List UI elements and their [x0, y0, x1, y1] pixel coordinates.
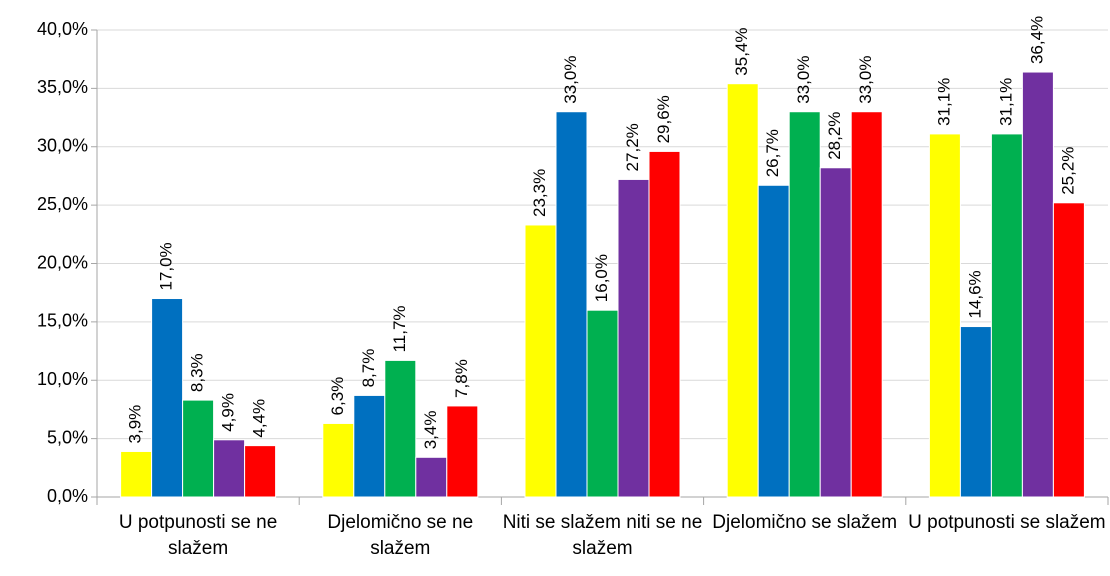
data-label: 7,8%: [452, 359, 471, 398]
bar: [384, 359, 417, 498]
data-label: 11,7%: [390, 305, 409, 352]
bar: [788, 111, 821, 498]
bar: [819, 167, 852, 498]
x-tick-label: Niti se slažem niti se ne slažem: [502, 512, 703, 559]
data-label: 8,7%: [359, 349, 378, 388]
data-label: 17,0%: [157, 242, 176, 290]
bar: [524, 224, 557, 498]
bar: [120, 450, 153, 498]
bar: [415, 456, 448, 498]
x-tick-label: Djelomično se ne slažem: [327, 512, 474, 559]
data-label: 4,4%: [250, 399, 269, 438]
data-label: 25,2%: [1058, 147, 1077, 195]
data-label: 27,2%: [623, 123, 642, 171]
bar: [182, 399, 215, 498]
bar: [555, 111, 588, 498]
y-tick-label: 20,0%: [37, 252, 88, 272]
data-label: 3,9%: [126, 405, 145, 444]
data-label: 35,4%: [732, 28, 751, 76]
data-label: 23,3%: [530, 169, 549, 217]
bar: [213, 439, 246, 498]
data-label: 4,9%: [219, 393, 238, 432]
data-label: 33,0%: [856, 56, 875, 104]
y-tick-label: 40,0%: [37, 19, 88, 39]
bar: [1021, 71, 1054, 498]
bar: [757, 184, 790, 498]
bar: [990, 133, 1023, 498]
data-label: 31,1%: [996, 78, 1015, 126]
data-label: 16,0%: [592, 254, 611, 302]
bar: [353, 394, 386, 498]
y-tick-label: 30,0%: [37, 136, 88, 156]
bar: [850, 111, 883, 498]
bar: [322, 422, 355, 498]
data-label: 26,7%: [763, 129, 782, 177]
data-label: 8,3%: [188, 353, 207, 392]
bar: [1052, 202, 1085, 498]
data-label: 14,6%: [965, 270, 984, 318]
data-label: 31,1%: [934, 78, 953, 126]
x-tick-label: Djelomično se slažem: [712, 512, 898, 533]
bar: [617, 178, 650, 498]
bar: [959, 326, 992, 498]
data-label: 33,0%: [561, 56, 580, 104]
data-label: 29,6%: [654, 95, 673, 143]
y-tick-label: 0,0%: [47, 486, 88, 506]
y-tick-label: 25,0%: [37, 194, 88, 214]
bar: [151, 298, 184, 498]
data-label: 36,4%: [1027, 16, 1046, 64]
bar: [586, 309, 619, 498]
bar: [648, 150, 681, 498]
data-label: 28,2%: [825, 112, 844, 160]
bar: [928, 133, 961, 498]
data-label: 6,3%: [328, 377, 347, 416]
x-tick-label: U potpunosti se ne slažem: [118, 512, 278, 559]
data-label: 3,4%: [421, 411, 440, 450]
x-tick-label: U potpunosti se slažem: [908, 512, 1106, 533]
bar: [726, 83, 759, 498]
bar: [244, 445, 277, 498]
data-label: 33,0%: [794, 56, 813, 104]
y-tick-label: 10,0%: [37, 369, 88, 389]
y-tick-label: 15,0%: [37, 311, 88, 331]
bar: [446, 405, 479, 498]
y-tick-label: 5,0%: [47, 427, 88, 447]
y-tick-label: 35,0%: [37, 77, 88, 97]
